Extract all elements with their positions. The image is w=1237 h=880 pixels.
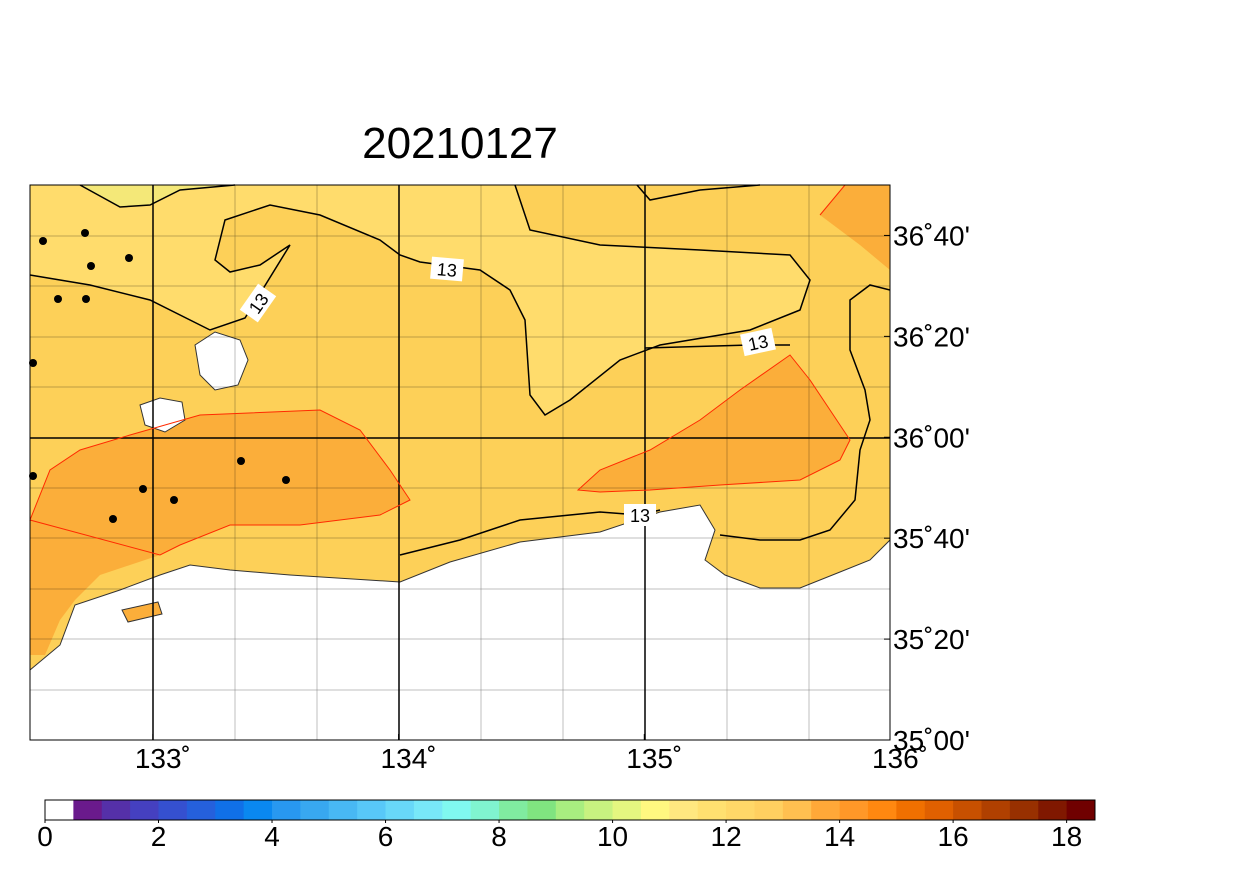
colorbar-box (924, 800, 954, 820)
contour-label-box (740, 327, 776, 357)
colorbar-tick-label: 6 (378, 821, 394, 852)
colorbar-frame (44, 799, 1096, 821)
colorbar-box (130, 800, 160, 820)
lon-tick-label: 135˚ (626, 743, 682, 774)
colorbar-box (555, 800, 585, 820)
colorbar-box (243, 800, 273, 820)
lon-tick-label: 136˚ (872, 743, 928, 774)
colorbar-box (272, 800, 301, 820)
colorbar-box (839, 800, 869, 820)
contour-label: 13 (740, 327, 776, 357)
colorbar-box (953, 800, 982, 820)
lat-tick-label: 35˚20' (893, 624, 970, 655)
contour-label-box (430, 256, 464, 282)
colorbar-box (1038, 800, 1068, 820)
colorbar-box (584, 800, 614, 820)
colorbar-box (499, 800, 528, 820)
colorbar-box (612, 800, 642, 820)
colorbar-box (385, 800, 415, 820)
lat-tick-label: 36˚20' (893, 321, 970, 352)
contour-label-text: 13 (436, 259, 458, 281)
colorbar-box (158, 800, 188, 820)
colorbar-box (726, 800, 755, 820)
contour-label-box (239, 283, 277, 323)
axis-ticks: 133˚ 134˚ 135˚ 136˚35˚00' 35˚20' 35˚40' 36˚00'… (135, 220, 970, 774)
contour-label-box (624, 504, 656, 526)
colorbar-box (640, 800, 670, 820)
colorbar-tick-label: 2 (151, 821, 167, 852)
colorbar-box (186, 800, 216, 820)
colorbar-tick-label: 14 (824, 821, 855, 852)
colorbar-box (413, 800, 443, 820)
lat-tick-label: 35˚00' (893, 725, 970, 756)
lat-tick-label: 36˚40' (893, 220, 970, 251)
colorbar-box (527, 800, 557, 820)
colorbar-tick-label: 8 (491, 821, 507, 852)
colorbar-box (73, 800, 103, 820)
colorbar-box (357, 800, 387, 820)
colorbar-box (697, 800, 727, 820)
colorbar-tick-label: 10 (597, 821, 628, 852)
colorbar-tick-label: 0 (37, 821, 53, 852)
colorbar-box (300, 800, 330, 820)
colorbar-box (215, 800, 245, 820)
colorbar-box (101, 800, 131, 820)
colorbar-tick-label: 18 (1051, 821, 1082, 852)
colorbar-box (442, 800, 472, 820)
colorbar-box (981, 800, 1011, 820)
lon-tick-label: 134˚ (381, 743, 437, 774)
colorbar: 0 2 4 6 8 10 12 14 16 18 (37, 799, 1096, 852)
lat-tick-label: 35˚40' (893, 523, 970, 554)
contour-label: 13 (624, 504, 656, 526)
colorbar-box (867, 800, 897, 820)
lat-tick-label: 36˚00' (893, 422, 970, 453)
colorbar-tick-label: 16 (938, 821, 969, 852)
colorbar-box (45, 800, 74, 820)
colorbar-tick-label: 12 (711, 821, 742, 852)
colorbar-box (1066, 800, 1096, 820)
contour-label-text: 13 (746, 331, 770, 355)
colorbar-box (754, 800, 784, 820)
colorbar-box (1009, 800, 1039, 820)
colorbar-box (328, 800, 358, 820)
colorbar-tick-label: 4 (264, 821, 280, 852)
colorbar-box (669, 800, 699, 820)
lon-tick-label: 133˚ (135, 743, 191, 774)
colorbar-box (811, 800, 841, 820)
colorbar-box (470, 800, 500, 820)
colorbar-box (782, 800, 812, 820)
title: 20210127 (362, 119, 558, 168)
contour-label-text: 13 (630, 506, 650, 526)
contour-label: 13 (430, 256, 464, 282)
colorbar-box (896, 800, 926, 820)
